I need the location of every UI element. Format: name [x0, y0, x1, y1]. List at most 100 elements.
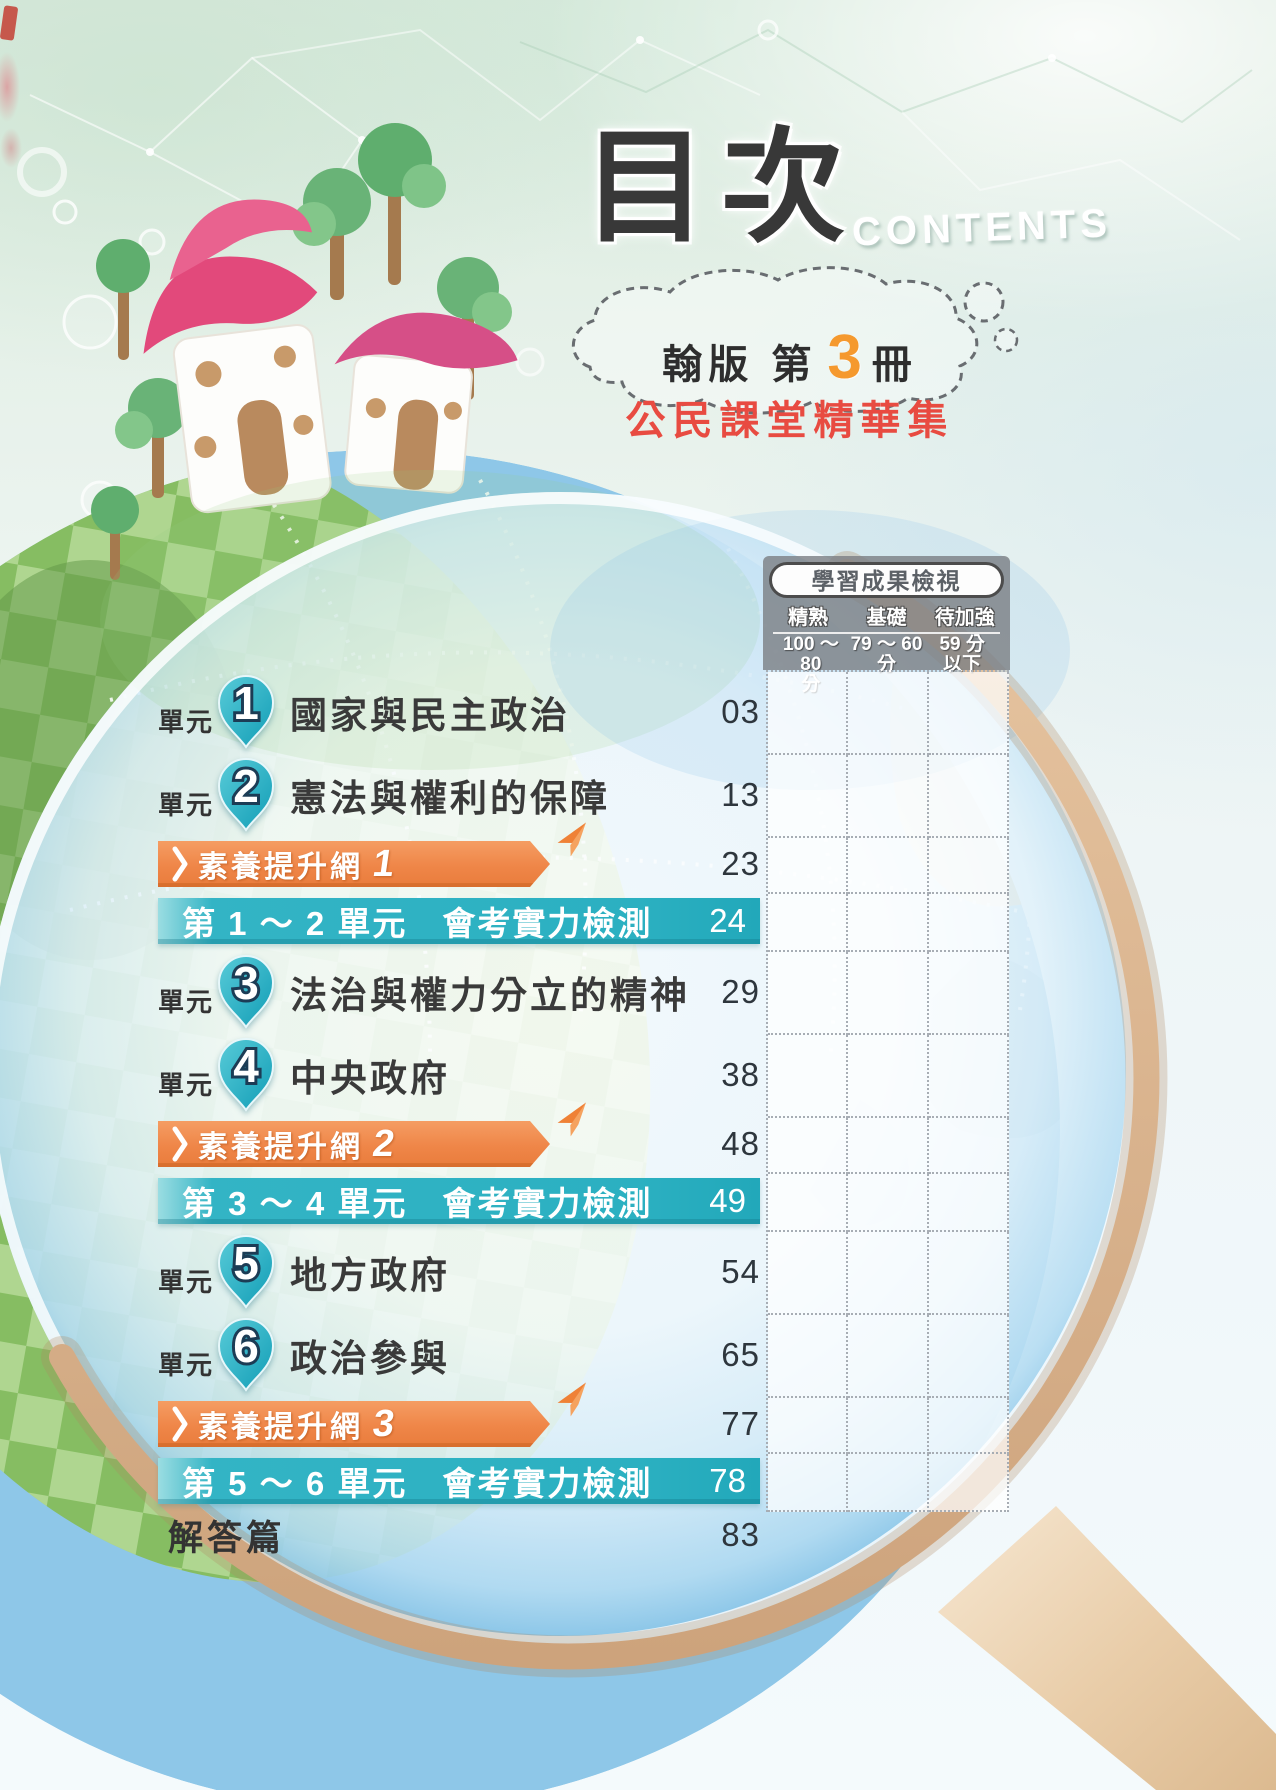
grid-cell: [848, 672, 929, 755]
grid-cell: [848, 894, 929, 952]
assessment-level: 精熟: [788, 607, 829, 629]
toc-row-award-1: 素養提升網 1 23: [158, 822, 760, 892]
toc-row-exam: 第 1 ～ 2 單元 會考實力檢測 24: [158, 892, 760, 950]
edition-prefix: 翰版 第: [662, 343, 818, 387]
grid-row: [768, 838, 1009, 894]
grid-cell: [768, 1174, 849, 1232]
unit-number-pin-icon: 2: [216, 757, 276, 832]
watercolor-corner-mark: [0, 128, 22, 168]
assessment-range: 59 分 以下: [939, 634, 985, 675]
grid-row: [768, 672, 1009, 755]
award-number: 1: [370, 842, 398, 885]
grid-cell: [928, 1398, 1009, 1454]
page-number: 38: [721, 1055, 760, 1093]
assessment-level: 待加強: [934, 607, 995, 629]
grid-cell: [928, 952, 1009, 1035]
award-banner: 素養提升網 1: [158, 822, 586, 887]
unit-prefix-label: 單元: [158, 790, 215, 820]
grid-cell: [768, 1232, 849, 1315]
unit-prefix-label: 單元: [158, 1267, 215, 1297]
unit-prefix-label: 單元: [158, 987, 215, 1017]
grid-cell: [928, 838, 1009, 894]
answers-section-label: 解答篇: [168, 1518, 286, 1558]
grid-cell: [768, 755, 849, 838]
grid-cell: [928, 1035, 1009, 1118]
grid-row: [768, 894, 1009, 952]
page-number: 03: [721, 692, 760, 730]
magnifier-handle: [938, 1506, 1276, 1790]
grid-cell: [848, 1174, 929, 1232]
unit-title: 中央政府: [290, 1057, 451, 1099]
grid-cell: [848, 1118, 929, 1174]
unit-title: 地方政府: [290, 1254, 451, 1296]
page-number: 24: [709, 902, 746, 939]
svg-text:5: 5: [233, 1237, 259, 1289]
assessment-header: 學習成果檢視 精熟 基礎 待加強 100 ～ 80 分 79 ～ 60 分 59…: [763, 556, 1010, 694]
page-number: 13: [721, 775, 760, 813]
svg-text:2: 2: [233, 760, 259, 812]
unit-number-pin-icon: 6: [216, 1317, 276, 1392]
grid-cell: [768, 952, 849, 1035]
grid-cell: [768, 1398, 849, 1454]
award-banner: 素養提升網 3: [158, 1382, 586, 1447]
edition-cloud: 翰版 第 3 冊 公民課堂精華集: [550, 252, 1040, 452]
grid-cell: [928, 1454, 1009, 1512]
grid-cell: [768, 838, 849, 894]
page-number: 49: [709, 1182, 746, 1219]
award-label: 素養提升網: [198, 1131, 363, 1164]
village-illustration: [91, 123, 518, 580]
unit-number-pin-icon: 5: [216, 1234, 276, 1309]
grid-cell: [768, 1035, 849, 1118]
paper-plane-icon: [557, 1102, 586, 1137]
page-number: 77: [721, 1405, 760, 1442]
grid-row: [768, 952, 1009, 1035]
page-number: 23: [721, 845, 760, 882]
award-label: 素養提升網: [198, 851, 363, 884]
grid-row: [768, 1454, 1009, 1512]
toc-row-unit-3: 單元 3 法治與權力分立的精神 29: [158, 950, 760, 1033]
paper-plane-icon: [557, 1382, 586, 1417]
toc-list: 單元 1 國家與民主政治 03 單元 2 憲法與權利的保障 13 素養提升網 1 23 第 1 ～ 2…: [158, 670, 760, 1560]
series-name: 公民課堂精華集: [625, 399, 955, 443]
svg-text:1: 1: [233, 677, 259, 729]
grid-cell: [928, 1174, 1009, 1232]
toc-row-award-3: 素養提升網 3 77: [158, 1382, 760, 1452]
grid-cell: [768, 894, 849, 952]
paper-plane-icon: [557, 822, 586, 857]
grid-cell: [928, 755, 1009, 838]
award-label: 素養提升網: [198, 1411, 363, 1444]
unit-title: 憲法與權利的保障: [290, 777, 611, 819]
grid-row: [768, 1174, 1009, 1232]
toc-row-unit-1: 單元 1 國家與民主政治 03: [158, 670, 760, 753]
exam-banner: 第 3 ～ 4 單元 會考實力檢測 49: [158, 1178, 760, 1224]
grid-row: [768, 1398, 1009, 1454]
grid-cell: [848, 838, 929, 894]
unit-title: 政治參與: [290, 1337, 451, 1379]
unit-number-pin-icon: 4: [216, 1037, 276, 1112]
assessment-grid: [766, 670, 1009, 1512]
assessment-title: 學習成果檢視: [769, 562, 1004, 598]
grid-row: [768, 1035, 1009, 1118]
toc-row-unit-4: 單元 4 中央政府 38: [158, 1033, 760, 1116]
exam-banner: 第 1 ～ 2 單元 會考實力檢測 24: [158, 898, 760, 944]
unit-prefix-label: 單元: [158, 1350, 215, 1380]
grid-cell: [848, 1398, 929, 1454]
page-number: 65: [721, 1335, 760, 1373]
chevron-right-icon: [172, 1406, 188, 1442]
svg-text:4: 4: [233, 1040, 259, 1092]
grid-cell: [768, 672, 849, 755]
exam-label: 第 1 ～ 2 單元 會考實力檢測: [182, 905, 653, 942]
grid-cell: [768, 1454, 849, 1512]
award-number: 2: [370, 1122, 398, 1165]
grid-row: [768, 1232, 1009, 1315]
toc-row-award-2: 素養提升網 2 48: [158, 1102, 760, 1172]
page-number: 54: [721, 1252, 760, 1290]
grid-cell: [848, 1454, 929, 1512]
unit-title: 法治與權力分立的精神: [290, 974, 691, 1016]
unit-number-pin-icon: 3: [216, 954, 276, 1029]
page-number: 48: [721, 1125, 760, 1162]
grid-cell: [928, 1232, 1009, 1315]
exam-label: 第 5 ～ 6 單元 會考實力檢測: [182, 1465, 653, 1502]
unit-prefix-label: 單元: [158, 1070, 215, 1100]
